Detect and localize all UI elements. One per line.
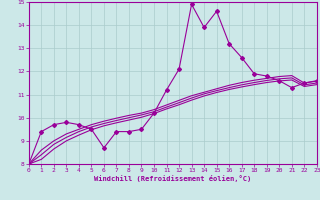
X-axis label: Windchill (Refroidissement éolien,°C): Windchill (Refroidissement éolien,°C) [94,175,252,182]
